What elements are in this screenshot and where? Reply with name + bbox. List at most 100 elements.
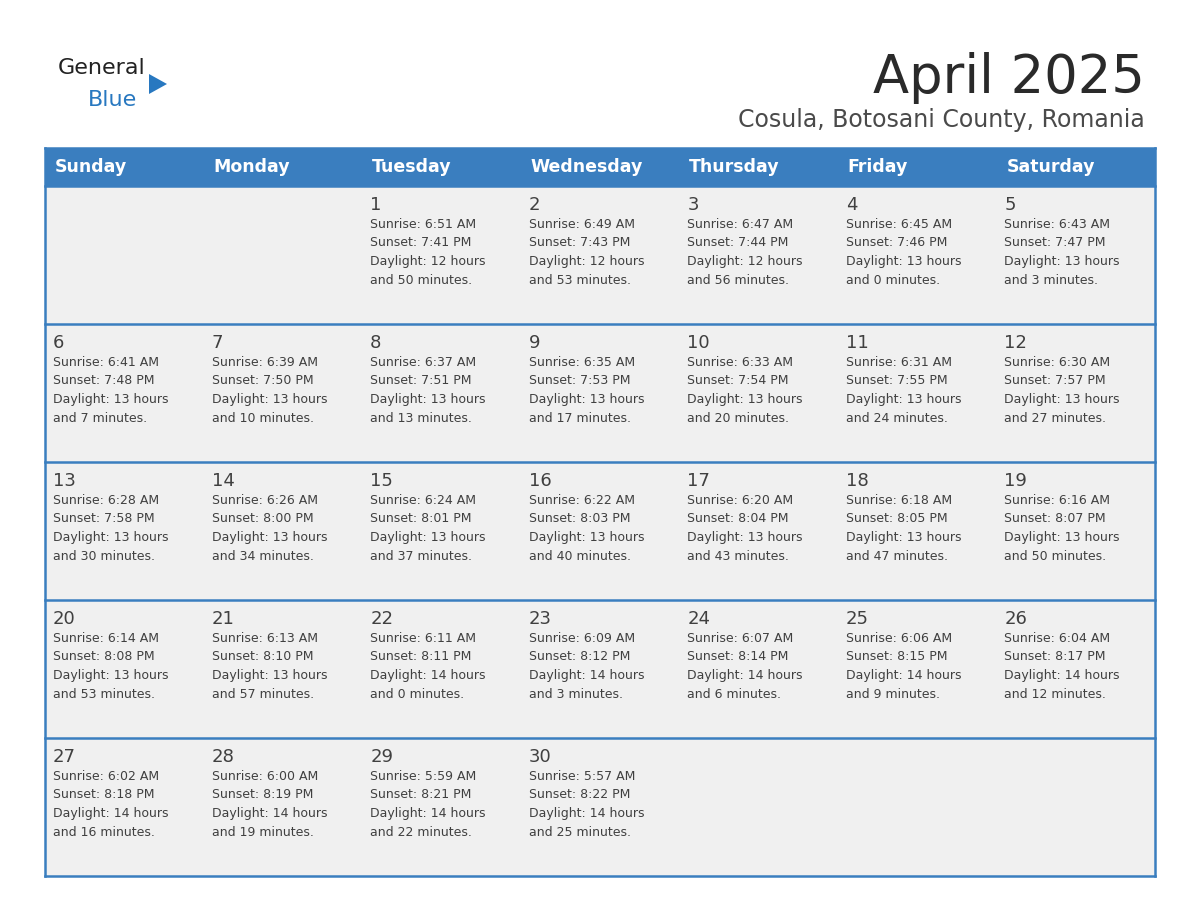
Bar (520, 186, 680, 324)
Bar (362, 738, 520, 876)
Text: Sunrise: 6:33 AM
Sunset: 7:54 PM
Daylight: 13 hours
and 20 minutes.: Sunrise: 6:33 AM Sunset: 7:54 PM Dayligh… (688, 356, 803, 424)
Text: Tuesday: Tuesday (372, 158, 451, 176)
Text: Friday: Friday (848, 158, 909, 176)
Bar (45, 148, 1155, 186)
Text: 26: 26 (1004, 610, 1028, 628)
Text: 21: 21 (211, 610, 234, 628)
Bar (520, 324, 680, 462)
Bar (45, 738, 203, 876)
Bar (838, 186, 997, 324)
Text: Cosula, Botosani County, Romania: Cosula, Botosani County, Romania (738, 108, 1145, 132)
Text: Sunrise: 6:02 AM
Sunset: 8:18 PM
Daylight: 14 hours
and 16 minutes.: Sunrise: 6:02 AM Sunset: 8:18 PM Dayligh… (53, 770, 169, 838)
Text: 1: 1 (371, 196, 381, 214)
Bar (45, 462, 203, 600)
Text: Sunrise: 6:39 AM
Sunset: 7:50 PM
Daylight: 13 hours
and 10 minutes.: Sunrise: 6:39 AM Sunset: 7:50 PM Dayligh… (211, 356, 327, 424)
Text: 8: 8 (371, 334, 381, 352)
Bar (203, 600, 362, 738)
Bar (680, 324, 838, 462)
Text: 6: 6 (53, 334, 64, 352)
Text: 29: 29 (371, 748, 393, 766)
Text: Sunrise: 6:13 AM
Sunset: 8:10 PM
Daylight: 13 hours
and 57 minutes.: Sunrise: 6:13 AM Sunset: 8:10 PM Dayligh… (211, 632, 327, 700)
Text: Sunrise: 6:06 AM
Sunset: 8:15 PM
Daylight: 14 hours
and 9 minutes.: Sunrise: 6:06 AM Sunset: 8:15 PM Dayligh… (846, 632, 961, 700)
Text: General: General (58, 58, 146, 78)
Bar (680, 738, 838, 876)
Bar (838, 324, 997, 462)
Text: 30: 30 (529, 748, 551, 766)
Text: Sunrise: 6:04 AM
Sunset: 8:17 PM
Daylight: 14 hours
and 12 minutes.: Sunrise: 6:04 AM Sunset: 8:17 PM Dayligh… (1004, 632, 1120, 700)
Text: Sunrise: 6:14 AM
Sunset: 8:08 PM
Daylight: 13 hours
and 53 minutes.: Sunrise: 6:14 AM Sunset: 8:08 PM Dayligh… (53, 632, 169, 700)
Bar (520, 738, 680, 876)
Text: Saturday: Saturday (1006, 158, 1095, 176)
Bar (362, 324, 520, 462)
Bar (997, 462, 1155, 600)
Text: 25: 25 (846, 610, 868, 628)
Text: Sunrise: 6:49 AM
Sunset: 7:43 PM
Daylight: 12 hours
and 53 minutes.: Sunrise: 6:49 AM Sunset: 7:43 PM Dayligh… (529, 218, 644, 286)
Bar (203, 186, 362, 324)
Bar (203, 738, 362, 876)
Text: Sunrise: 6:18 AM
Sunset: 8:05 PM
Daylight: 13 hours
and 47 minutes.: Sunrise: 6:18 AM Sunset: 8:05 PM Dayligh… (846, 494, 961, 563)
Text: Sunrise: 6:31 AM
Sunset: 7:55 PM
Daylight: 13 hours
and 24 minutes.: Sunrise: 6:31 AM Sunset: 7:55 PM Dayligh… (846, 356, 961, 424)
Text: 4: 4 (846, 196, 858, 214)
Bar (203, 462, 362, 600)
Text: Sunrise: 6:47 AM
Sunset: 7:44 PM
Daylight: 12 hours
and 56 minutes.: Sunrise: 6:47 AM Sunset: 7:44 PM Dayligh… (688, 218, 803, 286)
Text: 19: 19 (1004, 472, 1028, 490)
Bar (838, 462, 997, 600)
Text: 9: 9 (529, 334, 541, 352)
Text: Sunrise: 6:37 AM
Sunset: 7:51 PM
Daylight: 13 hours
and 13 minutes.: Sunrise: 6:37 AM Sunset: 7:51 PM Dayligh… (371, 356, 486, 424)
Text: Wednesday: Wednesday (531, 158, 643, 176)
Text: Sunday: Sunday (55, 158, 127, 176)
Polygon shape (148, 74, 168, 94)
Bar (203, 324, 362, 462)
Text: 13: 13 (53, 472, 76, 490)
Text: Sunrise: 6:41 AM
Sunset: 7:48 PM
Daylight: 13 hours
and 7 minutes.: Sunrise: 6:41 AM Sunset: 7:48 PM Dayligh… (53, 356, 169, 424)
Text: Monday: Monday (214, 158, 290, 176)
Text: 12: 12 (1004, 334, 1028, 352)
Text: 7: 7 (211, 334, 223, 352)
Bar (680, 600, 838, 738)
Text: Sunrise: 6:24 AM
Sunset: 8:01 PM
Daylight: 13 hours
and 37 minutes.: Sunrise: 6:24 AM Sunset: 8:01 PM Dayligh… (371, 494, 486, 563)
Text: 23: 23 (529, 610, 551, 628)
Text: Sunrise: 6:20 AM
Sunset: 8:04 PM
Daylight: 13 hours
and 43 minutes.: Sunrise: 6:20 AM Sunset: 8:04 PM Dayligh… (688, 494, 803, 563)
Text: Sunrise: 6:16 AM
Sunset: 8:07 PM
Daylight: 13 hours
and 50 minutes.: Sunrise: 6:16 AM Sunset: 8:07 PM Dayligh… (1004, 494, 1120, 563)
Text: 3: 3 (688, 196, 699, 214)
Bar (362, 462, 520, 600)
Text: Sunrise: 6:26 AM
Sunset: 8:00 PM
Daylight: 13 hours
and 34 minutes.: Sunrise: 6:26 AM Sunset: 8:00 PM Dayligh… (211, 494, 327, 563)
Text: Sunrise: 5:59 AM
Sunset: 8:21 PM
Daylight: 14 hours
and 22 minutes.: Sunrise: 5:59 AM Sunset: 8:21 PM Dayligh… (371, 770, 486, 838)
Text: 14: 14 (211, 472, 234, 490)
Text: 11: 11 (846, 334, 868, 352)
Bar (45, 324, 203, 462)
Text: 2: 2 (529, 196, 541, 214)
Text: 16: 16 (529, 472, 551, 490)
Text: Sunrise: 6:43 AM
Sunset: 7:47 PM
Daylight: 13 hours
and 3 minutes.: Sunrise: 6:43 AM Sunset: 7:47 PM Dayligh… (1004, 218, 1120, 286)
Text: 28: 28 (211, 748, 234, 766)
Text: April 2025: April 2025 (873, 52, 1145, 104)
Text: 24: 24 (688, 610, 710, 628)
Bar (997, 600, 1155, 738)
Bar (520, 600, 680, 738)
Text: Blue: Blue (88, 90, 138, 110)
Bar (997, 324, 1155, 462)
Text: Sunrise: 6:45 AM
Sunset: 7:46 PM
Daylight: 13 hours
and 0 minutes.: Sunrise: 6:45 AM Sunset: 7:46 PM Dayligh… (846, 218, 961, 286)
Bar (520, 462, 680, 600)
Text: 10: 10 (688, 334, 710, 352)
Text: Sunrise: 6:00 AM
Sunset: 8:19 PM
Daylight: 14 hours
and 19 minutes.: Sunrise: 6:00 AM Sunset: 8:19 PM Dayligh… (211, 770, 327, 838)
Bar (680, 462, 838, 600)
Bar (362, 600, 520, 738)
Bar (997, 738, 1155, 876)
Bar (362, 186, 520, 324)
Text: 5: 5 (1004, 196, 1016, 214)
Text: Sunrise: 6:11 AM
Sunset: 8:11 PM
Daylight: 14 hours
and 0 minutes.: Sunrise: 6:11 AM Sunset: 8:11 PM Dayligh… (371, 632, 486, 700)
Text: Sunrise: 6:30 AM
Sunset: 7:57 PM
Daylight: 13 hours
and 27 minutes.: Sunrise: 6:30 AM Sunset: 7:57 PM Dayligh… (1004, 356, 1120, 424)
Text: 15: 15 (371, 472, 393, 490)
Bar (680, 186, 838, 324)
Text: 17: 17 (688, 472, 710, 490)
Bar (997, 186, 1155, 324)
Text: Sunrise: 5:57 AM
Sunset: 8:22 PM
Daylight: 14 hours
and 25 minutes.: Sunrise: 5:57 AM Sunset: 8:22 PM Dayligh… (529, 770, 644, 838)
Text: 18: 18 (846, 472, 868, 490)
Text: 22: 22 (371, 610, 393, 628)
Text: Sunrise: 6:22 AM
Sunset: 8:03 PM
Daylight: 13 hours
and 40 minutes.: Sunrise: 6:22 AM Sunset: 8:03 PM Dayligh… (529, 494, 644, 563)
Text: Sunrise: 6:51 AM
Sunset: 7:41 PM
Daylight: 12 hours
and 50 minutes.: Sunrise: 6:51 AM Sunset: 7:41 PM Dayligh… (371, 218, 486, 286)
Text: 20: 20 (53, 610, 76, 628)
Text: Thursday: Thursday (689, 158, 779, 176)
Text: Sunrise: 6:35 AM
Sunset: 7:53 PM
Daylight: 13 hours
and 17 minutes.: Sunrise: 6:35 AM Sunset: 7:53 PM Dayligh… (529, 356, 644, 424)
